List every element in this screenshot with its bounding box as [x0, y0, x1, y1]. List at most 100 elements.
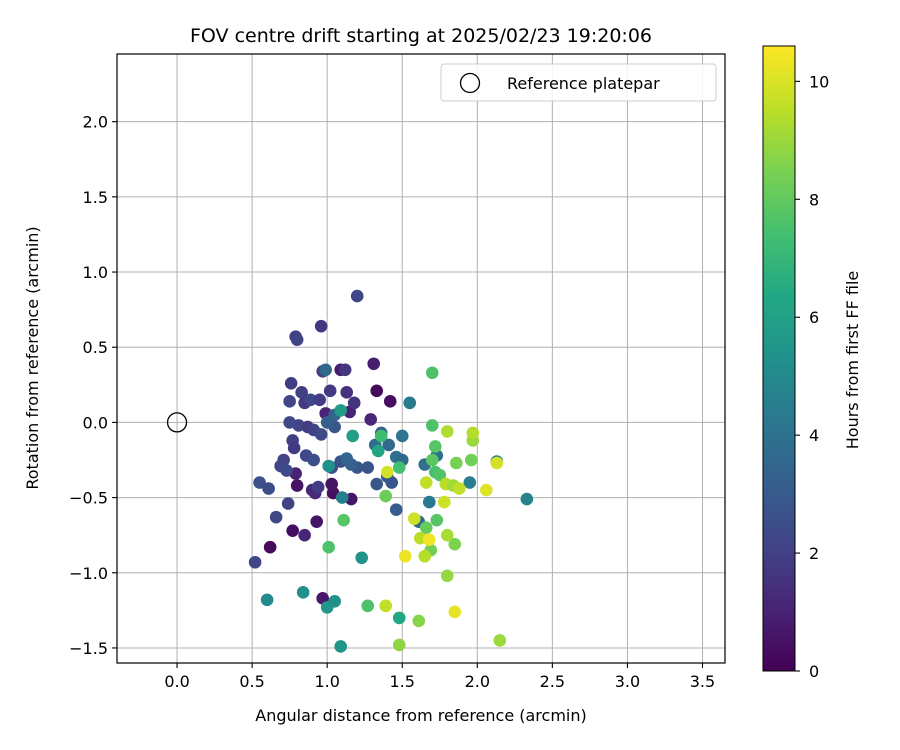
data-point: [428, 440, 442, 453]
y-tick-label: 1.5: [83, 188, 108, 207]
x-tick-label: 2.0: [465, 672, 490, 691]
data-point: [319, 363, 332, 377]
y-tick-label: 1.0: [83, 263, 108, 282]
data-point: [325, 477, 338, 491]
plot-frame: [116, 53, 726, 664]
data-point: [412, 614, 426, 628]
data-point: [440, 528, 454, 542]
data-point: [262, 482, 275, 495]
x-tick-label: 0.5: [239, 672, 264, 691]
data-point: [385, 476, 399, 489]
data-point: [398, 549, 412, 563]
data-point: [361, 461, 375, 474]
data-point: [335, 491, 349, 504]
data-point: [347, 396, 361, 410]
data-point: [290, 479, 304, 492]
y-tick-label: 0.5: [83, 338, 108, 357]
legend-label-reference: Reference platepar: [507, 74, 660, 93]
data-point: [430, 513, 444, 527]
data-point: [395, 429, 409, 443]
legend-marker-reference: [459, 72, 481, 94]
data-point: [314, 319, 328, 333]
y-tick-label: −0.5: [69, 489, 108, 508]
data-point: [392, 638, 406, 652]
data-point: [440, 425, 454, 438]
data-point: [452, 482, 466, 495]
data-point: [392, 611, 406, 625]
data-point: [367, 357, 381, 371]
x-axis-ticks: 0.0 0.5 1.0 1.5 2.0 2.5 3.0 3.5: [164, 663, 715, 691]
data-point: [361, 599, 375, 613]
reference-platepar-marker: [166, 412, 188, 433]
y-tick-label: −1.0: [69, 564, 108, 583]
reference-layer: [166, 412, 188, 433]
data-point: [304, 393, 317, 407]
x-tick-label: 1.0: [314, 672, 339, 691]
data-point: [290, 333, 304, 347]
data-point: [440, 569, 454, 583]
data-point: [448, 605, 462, 619]
data-point: [422, 533, 436, 546]
data-point: [370, 384, 384, 398]
data-point: [287, 441, 301, 455]
data-point: [295, 386, 308, 399]
data-points: [248, 289, 534, 653]
data-point: [389, 503, 403, 516]
data-point: [370, 477, 384, 491]
data-point: [281, 497, 295, 510]
data-point: [418, 549, 432, 563]
data-point: [425, 419, 439, 432]
data-point: [464, 453, 478, 467]
data-point: [313, 393, 326, 407]
data-point: [344, 458, 358, 471]
data-point: [334, 640, 347, 653]
data-point: [380, 465, 394, 479]
chart-title: FOV centre drift starting at 2025/02/23 …: [190, 25, 652, 47]
data-point: [338, 363, 352, 377]
data-point: [350, 289, 364, 303]
colorbar-label: Hours from first FF file: [843, 271, 862, 450]
data-point: [419, 476, 433, 489]
data-point: [371, 444, 385, 458]
colorbar-tick-label: 4: [809, 426, 819, 445]
colorbar-tick-label: 0: [809, 662, 819, 681]
data-point: [520, 492, 534, 506]
y-tick-label: 0.0: [83, 413, 108, 432]
data-point: [307, 453, 320, 467]
data-point: [466, 426, 480, 440]
x-tick-label: 0.0: [164, 672, 189, 691]
x-tick-label: 3.5: [690, 672, 715, 691]
legend-box: [440, 63, 717, 102]
y-axis-ticks: −1.5 −1.0 −0.5 0.0 0.5 1.0 1.5 2.0: [69, 113, 117, 658]
data-point: [490, 456, 504, 470]
data-point: [260, 593, 274, 607]
data-point: [283, 395, 296, 408]
data-point: [310, 515, 323, 528]
colorbar-gradient: [762, 45, 796, 672]
colorbar-tick-label: 2: [809, 544, 819, 563]
x-tick-label: 1.5: [390, 672, 415, 691]
y-tick-label: 2.0: [83, 113, 108, 132]
colorbar-ticks: 0 2 4 6 8 10: [795, 72, 829, 681]
data-point: [425, 453, 439, 467]
data-point: [425, 366, 439, 380]
x-tick-label: 3.0: [615, 672, 640, 691]
data-point: [379, 599, 393, 613]
data-point: [364, 413, 378, 426]
y-tick-label: −1.5: [69, 639, 108, 658]
x-tick-label: 2.5: [540, 672, 565, 691]
data-point: [296, 586, 310, 599]
colorbar-tick-label: 10: [809, 72, 829, 91]
data-point: [340, 386, 353, 399]
data-point: [374, 429, 388, 443]
data-point: [286, 524, 299, 537]
data-point: [407, 512, 421, 525]
data-point: [334, 404, 347, 417]
data-point: [311, 480, 325, 494]
data-point: [403, 396, 417, 410]
data-point: [346, 429, 359, 443]
data-point: [284, 377, 298, 390]
data-point: [419, 521, 433, 534]
data-point: [248, 555, 262, 569]
